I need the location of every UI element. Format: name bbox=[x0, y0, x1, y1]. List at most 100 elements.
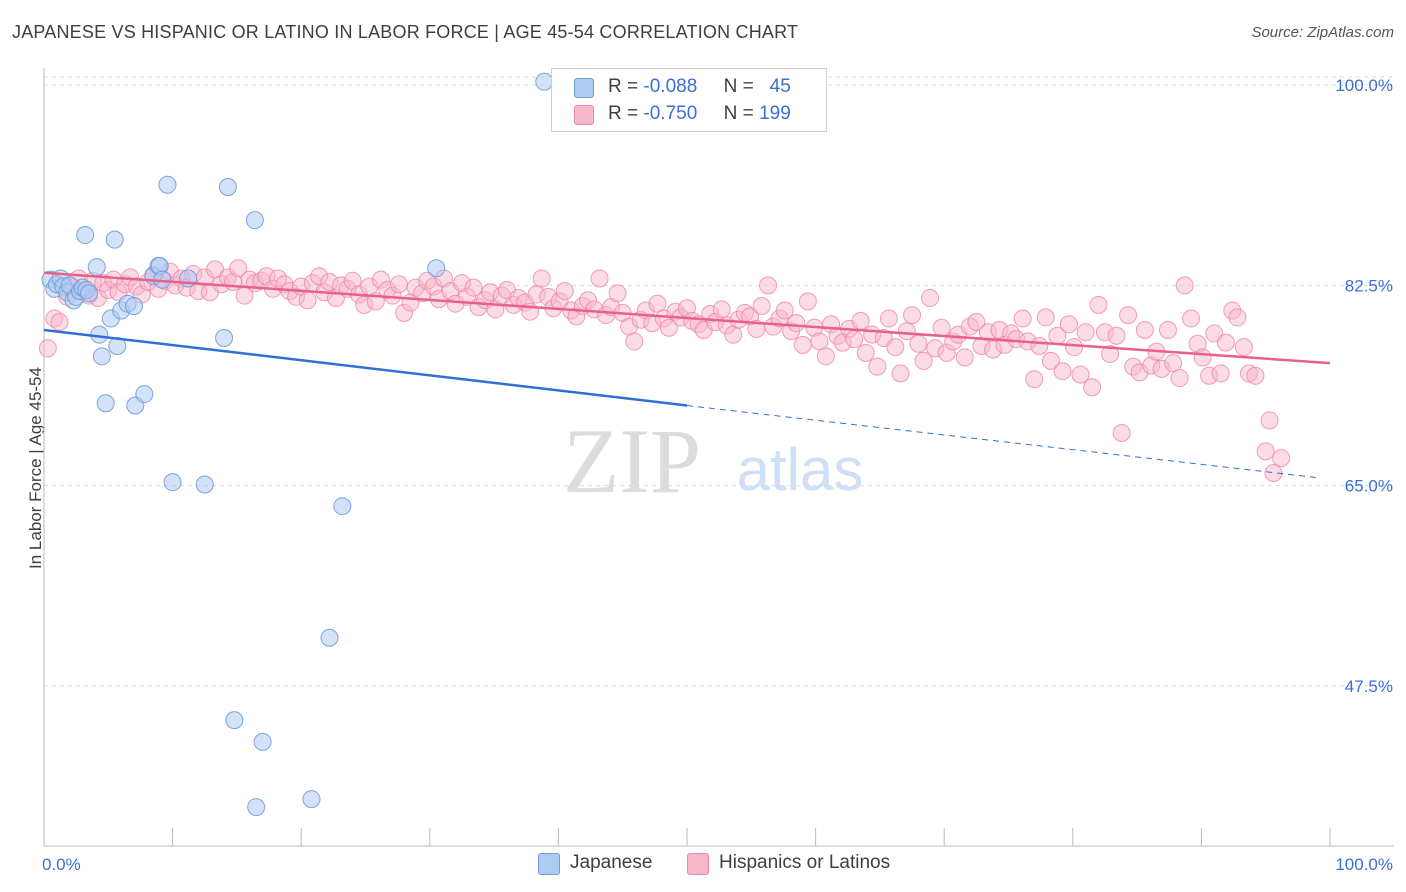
hispanic-point bbox=[1164, 354, 1183, 373]
japanese-point bbox=[96, 394, 115, 413]
y-tick-label: 100.0% bbox=[1335, 76, 1393, 95]
hispanic-point bbox=[967, 312, 986, 331]
japanese-point bbox=[87, 258, 106, 277]
y-tick-label: 65.0% bbox=[1345, 477, 1393, 496]
hispanic-point bbox=[648, 294, 667, 313]
hispanic-point bbox=[1119, 306, 1138, 325]
bottom-hispanic-label: Hispanics or Latinos bbox=[719, 852, 891, 873]
hispanic-point bbox=[793, 335, 812, 354]
hispanic-point bbox=[590, 269, 609, 288]
hispanic-point bbox=[798, 292, 817, 311]
hispanic-n-value: 199 bbox=[759, 103, 791, 124]
japanese-trend-extension bbox=[686, 405, 1318, 479]
hispanic-point bbox=[532, 269, 551, 288]
hispanic-point bbox=[659, 318, 678, 337]
hispanic-point bbox=[1076, 323, 1095, 342]
hispanic-point bbox=[921, 288, 940, 307]
japanese-point bbox=[195, 475, 214, 494]
hispanic-point bbox=[955, 348, 974, 367]
japanese-point bbox=[245, 211, 264, 230]
hispanic-point bbox=[897, 322, 916, 341]
hispanic-point bbox=[50, 312, 69, 331]
watermark-atlas: atlas bbox=[737, 436, 864, 503]
japanese-point bbox=[125, 296, 144, 315]
japanese-point bbox=[302, 790, 321, 809]
hispanic-point bbox=[787, 314, 806, 333]
japanese-n-value: 45 bbox=[769, 76, 791, 97]
hispanic-point bbox=[1246, 366, 1265, 385]
hispanic-point bbox=[1030, 337, 1049, 356]
correlation-legend: R = -0.088 N = 45 R = -0.750 N = 199 bbox=[551, 68, 827, 132]
hispanic-point bbox=[229, 259, 248, 278]
hispanic-point bbox=[903, 306, 922, 325]
bottom-japanese-label: Japanese bbox=[570, 852, 653, 873]
hispanic-r-value: -0.750 bbox=[643, 103, 698, 124]
hispanic-point bbox=[1158, 321, 1177, 340]
hispanic-point bbox=[1175, 276, 1194, 295]
japanese-n-label: N = bbox=[723, 76, 754, 97]
hispanic-point bbox=[1260, 411, 1279, 430]
japanese-point bbox=[163, 473, 182, 492]
hispanic-point bbox=[775, 301, 794, 320]
bottom-hispanic-swatch bbox=[687, 853, 709, 875]
hispanic-point bbox=[845, 330, 864, 349]
hispanic-point bbox=[1013, 309, 1032, 328]
hispanic-point bbox=[625, 332, 644, 351]
hispanic-point bbox=[752, 296, 771, 315]
tick-labels: 100.0% 82.5% 65.0% 47.5% 0.0% 100.0% bbox=[42, 76, 1393, 874]
japanese-point bbox=[92, 347, 111, 366]
hispanic-point bbox=[1041, 351, 1060, 370]
axes bbox=[43, 68, 1394, 847]
x-tick-label: 0.0% bbox=[42, 855, 81, 874]
watermark: ZIP atlas bbox=[563, 410, 863, 512]
hispanic-point bbox=[856, 343, 875, 362]
hispanic-n-label: N = bbox=[723, 103, 754, 124]
hispanic-point bbox=[1234, 338, 1253, 357]
hispanic-point bbox=[206, 260, 225, 279]
japanese-point bbox=[76, 226, 95, 245]
japanese-point bbox=[247, 798, 266, 817]
hispanic-point bbox=[608, 284, 627, 303]
hispanic-point bbox=[1170, 369, 1189, 388]
hispanic-point bbox=[38, 339, 57, 358]
hispanic-point bbox=[1182, 309, 1201, 328]
hispanic-point bbox=[914, 351, 933, 370]
hispanic-point bbox=[932, 318, 951, 337]
japanese-point bbox=[215, 329, 234, 348]
hispanic-point bbox=[868, 357, 887, 376]
hispanic-point bbox=[1216, 333, 1235, 352]
bottom-japanese-swatch bbox=[538, 853, 560, 875]
japanese-point bbox=[158, 175, 177, 194]
japanese-point bbox=[253, 732, 272, 751]
hispanic-point bbox=[1193, 348, 1212, 367]
hispanic-point bbox=[1264, 464, 1283, 483]
hispanic-point bbox=[810, 332, 829, 351]
watermark-zip: ZIP bbox=[563, 410, 701, 512]
hispanic-point bbox=[1053, 362, 1072, 381]
japanese-point bbox=[218, 177, 237, 196]
hispanic-point bbox=[298, 291, 317, 310]
hispanic-trend-line bbox=[43, 271, 1331, 365]
hispanic-point bbox=[464, 278, 483, 297]
trend-lines bbox=[43, 271, 1331, 479]
japanese-point bbox=[333, 497, 352, 516]
hispanic-point bbox=[759, 276, 778, 295]
hispanic-point bbox=[879, 309, 898, 328]
japanese-point bbox=[105, 230, 124, 249]
hispanic-r-label: R = bbox=[608, 103, 639, 124]
japanese-r-value: -0.088 bbox=[643, 76, 698, 97]
hispanic-point bbox=[555, 282, 574, 301]
japanese-point bbox=[427, 259, 446, 278]
hispanic-point bbox=[1112, 423, 1131, 442]
hispanic-point bbox=[712, 300, 731, 319]
japanese-points bbox=[41, 72, 554, 817]
japanese-swatch bbox=[574, 78, 594, 98]
hispanic-point bbox=[1107, 326, 1126, 345]
japanese-point bbox=[320, 628, 339, 647]
hispanic-point bbox=[389, 275, 408, 294]
hispanic-swatch bbox=[574, 105, 594, 125]
hispanic-point bbox=[1272, 449, 1291, 468]
hispanic-point bbox=[851, 311, 870, 330]
hispanic-point bbox=[909, 334, 928, 353]
